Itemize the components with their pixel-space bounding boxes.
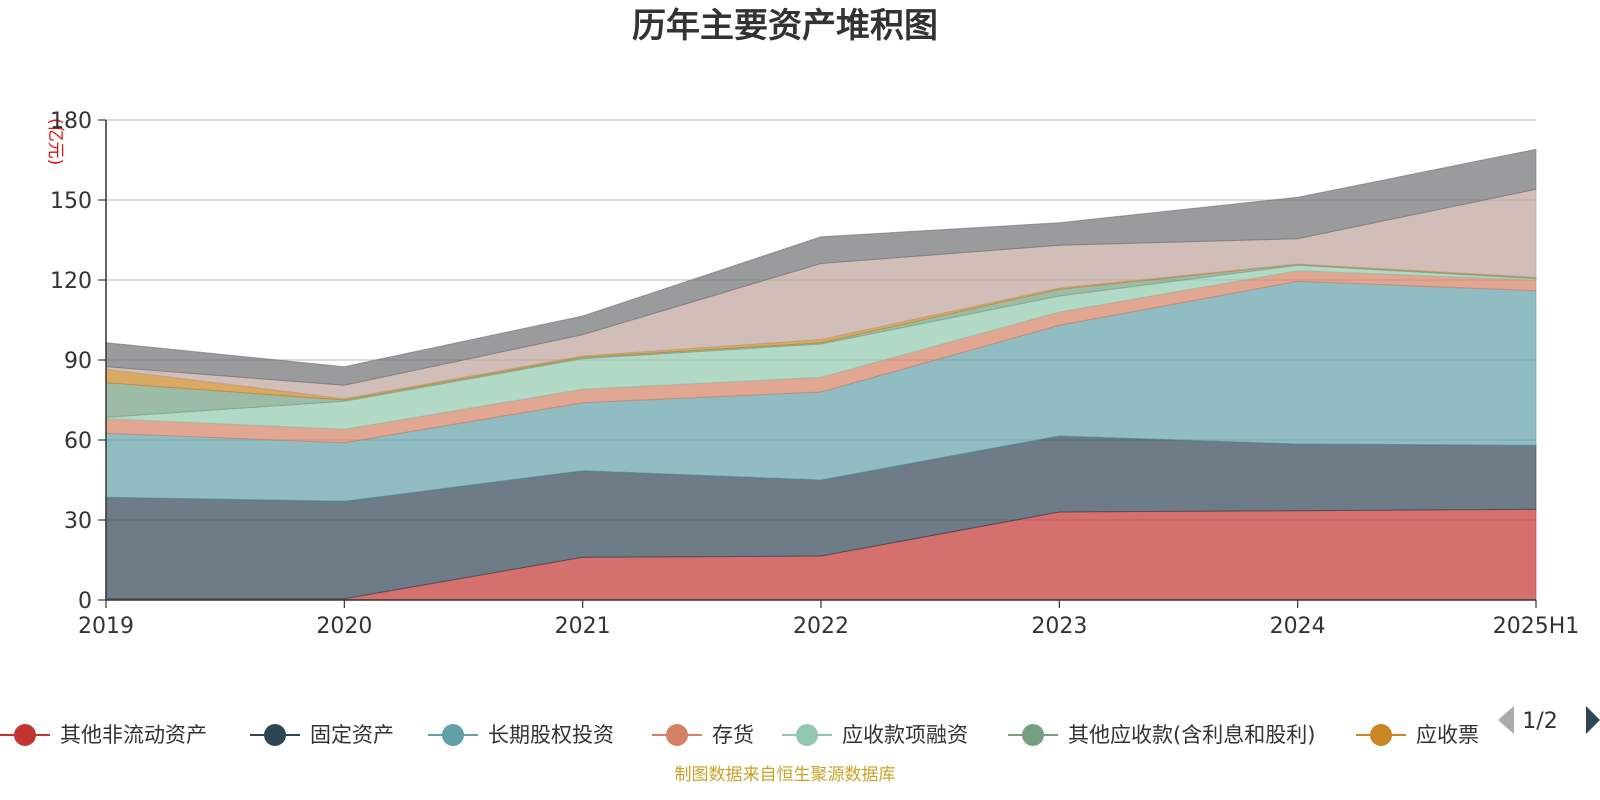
x-tick-label: 2025H1 bbox=[1493, 614, 1580, 639]
legend-dot-icon bbox=[264, 724, 286, 746]
y-tick-label: 90 bbox=[64, 349, 92, 374]
y-axis-unit: (亿元) bbox=[45, 118, 65, 165]
legend-dot-icon bbox=[442, 724, 464, 746]
legend-next-page-icon[interactable] bbox=[1586, 706, 1600, 734]
y-tick-label: 150 bbox=[50, 189, 92, 214]
legend-label: 其他非流动资产 bbox=[60, 723, 207, 747]
legend-label: 应收票 bbox=[1416, 723, 1479, 747]
area-series bbox=[105, 148, 1537, 601]
data-source-note: 制图数据来自恒生聚源数据库 bbox=[675, 765, 896, 785]
legend-item[interactable]: 其他应收款(含利息和股利) bbox=[1008, 723, 1315, 747]
x-tick-label: 2021 bbox=[555, 614, 611, 639]
legend-dot-icon bbox=[1022, 724, 1044, 746]
legend-dot-icon bbox=[666, 724, 688, 746]
legend-item[interactable]: 应收票 bbox=[1356, 723, 1479, 747]
y-tick-label: 60 bbox=[64, 429, 92, 454]
legend-dot-icon bbox=[14, 724, 36, 746]
legend-label: 其他应收款(含利息和股利) bbox=[1068, 723, 1315, 747]
area-series-8 bbox=[105, 148, 1537, 386]
legend-dot-icon bbox=[796, 724, 818, 746]
legend-label: 存货 bbox=[712, 723, 754, 747]
x-tick-label: 2019 bbox=[78, 614, 134, 639]
x-tick-label: 2024 bbox=[1270, 614, 1326, 639]
legend-item[interactable]: 存货 bbox=[652, 723, 754, 747]
x-axis-ticks: 2019 2020 2021 2022 2023 2024 2025H1 bbox=[78, 600, 1579, 639]
y-tick-label: 180 bbox=[50, 109, 92, 134]
legend-item[interactable]: 长期股权投资 bbox=[428, 723, 614, 747]
legend-item[interactable]: 应收款项融资 bbox=[782, 723, 968, 747]
x-tick-label: 2022 bbox=[793, 614, 849, 639]
chart-title: 历年主要资产堆积图 bbox=[632, 6, 938, 46]
legend[interactable]: 其他非流动资产 固定资产 长期股权投资 存货 应收款项融资 其他应收款(含利息和股利) 应收… bbox=[0, 723, 1479, 747]
legend-page-indicator: 1/2 bbox=[1522, 709, 1557, 734]
legend-label: 固定资产 bbox=[310, 723, 394, 747]
y-tick-label: 120 bbox=[50, 269, 92, 294]
legend-label: 长期股权投资 bbox=[488, 723, 614, 747]
legend-prev-page-icon[interactable] bbox=[1498, 706, 1514, 734]
y-tick-label: 30 bbox=[64, 509, 92, 534]
legend-pager: 1/2 bbox=[1498, 706, 1600, 734]
y-axis-ticks: 0 30 60 90 120 150 180 bbox=[50, 109, 92, 614]
legend-item[interactable]: 固定资产 bbox=[250, 723, 394, 747]
y-tick-label: 0 bbox=[78, 589, 92, 614]
x-tick-label: 2023 bbox=[1031, 614, 1087, 639]
x-tick-label: 2020 bbox=[316, 614, 372, 639]
legend-label: 应收款项融资 bbox=[842, 723, 968, 747]
legend-dot-icon bbox=[1370, 724, 1392, 746]
legend-item[interactable]: 其他非流动资产 bbox=[0, 723, 207, 747]
